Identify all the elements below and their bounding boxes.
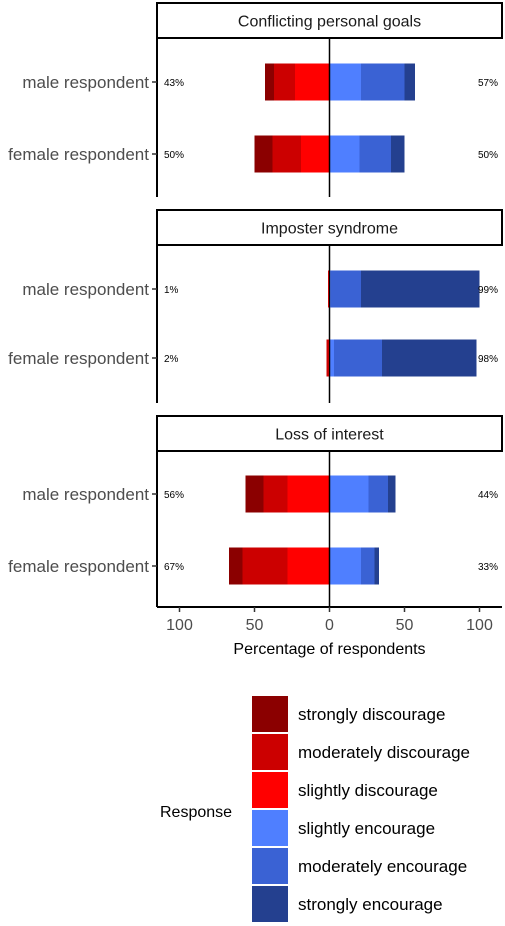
legend-key-moderately-discourage <box>252 734 288 770</box>
panel-title: Conflicting personal goals <box>238 14 421 31</box>
panel-title: Loss of interest <box>275 427 384 444</box>
negative-percent-label: 50% <box>164 150 184 161</box>
bar-segment-strongly-encourage <box>391 135 405 173</box>
negative-percent-label: 56% <box>164 490 184 501</box>
x-tick-label: 50 <box>246 617 264 634</box>
bar-segment-moderately-discourage <box>274 63 295 101</box>
bar-segment-strongly-encourage <box>388 475 396 513</box>
legend-label: strongly discourage <box>298 705 445 724</box>
legend-label: slightly encourage <box>298 819 435 838</box>
legend-key-strongly-encourage <box>252 886 288 922</box>
legend-key-slightly-discourage <box>252 772 288 808</box>
bar-segment-slightly-discourage <box>301 135 330 173</box>
x-tick-label: 0 <box>325 617 334 634</box>
legend-key-strongly-discourage <box>252 696 288 732</box>
legend-title: Response <box>160 804 232 821</box>
x-axis-title: Percentage of respondents <box>233 641 425 658</box>
negative-percent-label: 43% <box>164 78 184 89</box>
x-tick-label: 100 <box>166 617 193 634</box>
bar-segment-strongly-encourage <box>382 339 477 377</box>
bar-segment-strongly-discourage <box>265 63 274 101</box>
bar-segment-moderately-encourage <box>368 475 388 513</box>
panel-strip <box>156 415 503 452</box>
legend-label: moderately encourage <box>298 857 467 876</box>
legend-key-moderately-encourage <box>252 848 288 884</box>
category-label: male respondent <box>22 485 149 504</box>
legend-label: strongly encourage <box>298 895 443 914</box>
bar-segment-moderately-discourage <box>272 135 301 173</box>
bar-segment-slightly-encourage <box>329 135 360 173</box>
category-label: female respondent <box>8 145 149 164</box>
legend-label: moderately discourage <box>298 743 470 762</box>
bar-segment-slightly-encourage <box>329 547 361 585</box>
category-label: male respondent <box>22 280 149 299</box>
bar-segment-strongly-encourage <box>404 63 415 101</box>
bar-segment-strongly-encourage <box>361 270 480 308</box>
panel-strip <box>156 2 503 39</box>
bar-segment-moderately-discourage <box>263 475 288 513</box>
negative-percent-label: 1% <box>164 285 179 296</box>
bar-segment-moderately-encourage <box>334 339 382 377</box>
bar-segment-slightly-encourage <box>329 339 334 377</box>
bar-segment-slightly-discourage <box>295 63 330 101</box>
bar-segment-slightly-discourage <box>287 475 330 513</box>
category-label: male respondent <box>22 73 149 92</box>
category-label: female respondent <box>8 349 149 368</box>
bar-segment-moderately-discourage <box>242 547 288 585</box>
bar-segment-moderately-encourage <box>361 63 405 101</box>
bar-segment-slightly-discourage <box>287 547 330 585</box>
positive-percent-label: 33% <box>478 562 498 573</box>
category-label: female respondent <box>8 557 149 576</box>
bar-segment-strongly-discourage <box>245 475 264 513</box>
positive-percent-label: 44% <box>478 490 498 501</box>
positive-percent-label: 99% <box>478 285 498 296</box>
x-tick-label: 100 <box>466 617 493 634</box>
bar-segment-moderately-encourage <box>359 135 391 173</box>
bar-segment-strongly-encourage <box>374 547 379 585</box>
legend-key-slightly-encourage <box>252 810 288 846</box>
legend-label: slightly discourage <box>298 781 438 800</box>
bar-segment-strongly-discourage <box>254 135 273 173</box>
bar-segment-slightly-encourage <box>329 475 369 513</box>
bar-segment-strongly-discourage <box>229 547 243 585</box>
bar-segment-moderately-encourage <box>361 547 375 585</box>
positive-percent-label: 98% <box>478 354 498 365</box>
negative-percent-label: 2% <box>164 354 179 365</box>
bar-segment-moderately-encourage <box>331 270 361 308</box>
panel-title: Imposter syndrome <box>261 221 398 238</box>
positive-percent-label: 50% <box>478 150 498 161</box>
bar-segment-slightly-encourage <box>329 63 361 101</box>
negative-percent-label: 67% <box>164 562 184 573</box>
bar-segment-moderately-discourage <box>326 339 328 377</box>
x-tick-label: 50 <box>396 617 414 634</box>
positive-percent-label: 57% <box>478 78 498 89</box>
